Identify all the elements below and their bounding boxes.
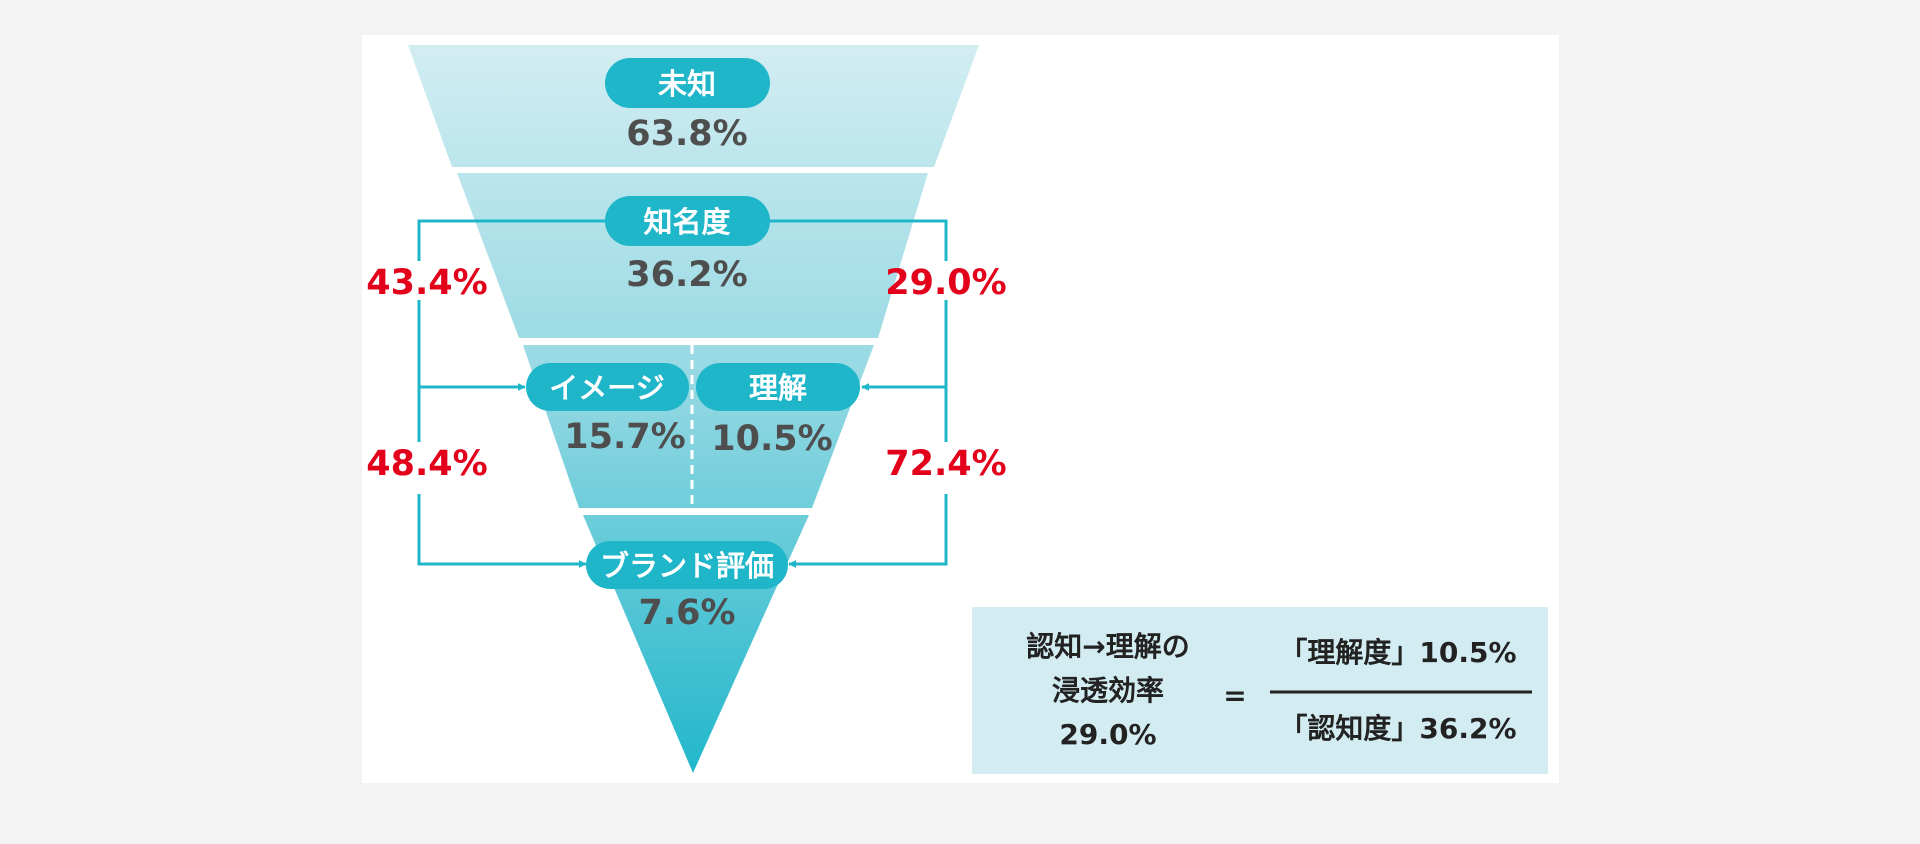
- value-awareness: 36.2%: [626, 255, 747, 295]
- funnel-band-awareness: [457, 173, 928, 338]
- value-understanding: 10.5%: [711, 419, 832, 459]
- rate-awareness-to-understanding: 29.0%: [885, 263, 1006, 303]
- connector-left-to-image: [417, 300, 526, 391]
- pill-brand-evaluation: [586, 541, 788, 589]
- formula-left-line1: 認知→理解の: [1026, 630, 1189, 663]
- formula-equals: =: [1223, 679, 1246, 712]
- label-understanding: 理解: [749, 371, 807, 405]
- formula-left-line3: 29.0%: [1059, 718, 1156, 751]
- rate-image-to-brand: 48.4%: [366, 444, 487, 484]
- value-brand-evaluation: 7.6%: [638, 593, 735, 633]
- label-unaware: 未知: [658, 67, 716, 101]
- rate-understanding-to-brand: 72.4%: [885, 444, 1006, 484]
- connector-right-to-brand: [788, 494, 948, 568]
- connector-left-to-brand: [417, 494, 587, 568]
- pill-unaware: [605, 58, 770, 108]
- formula-denominator: 「認知度」36.2%: [1279, 712, 1516, 745]
- label-brand-evaluation: ブランド評価: [600, 549, 774, 583]
- pill-image: [526, 363, 689, 411]
- value-unaware: 63.8%: [626, 114, 747, 154]
- formula-left-line2: 浸透効率: [1052, 674, 1164, 707]
- value-image: 15.7%: [564, 417, 685, 457]
- label-image: イメージ: [549, 371, 664, 405]
- label-awareness: 知名度: [643, 205, 730, 239]
- connector-left-upper: [417, 219, 607, 261]
- rate-awareness-to-image: 43.4%: [366, 263, 487, 303]
- connector-right-upper: [768, 219, 948, 261]
- pill-awareness: [605, 196, 770, 246]
- pill-understanding: [696, 363, 860, 411]
- formula-numerator: 「理解度」10.5%: [1279, 636, 1516, 669]
